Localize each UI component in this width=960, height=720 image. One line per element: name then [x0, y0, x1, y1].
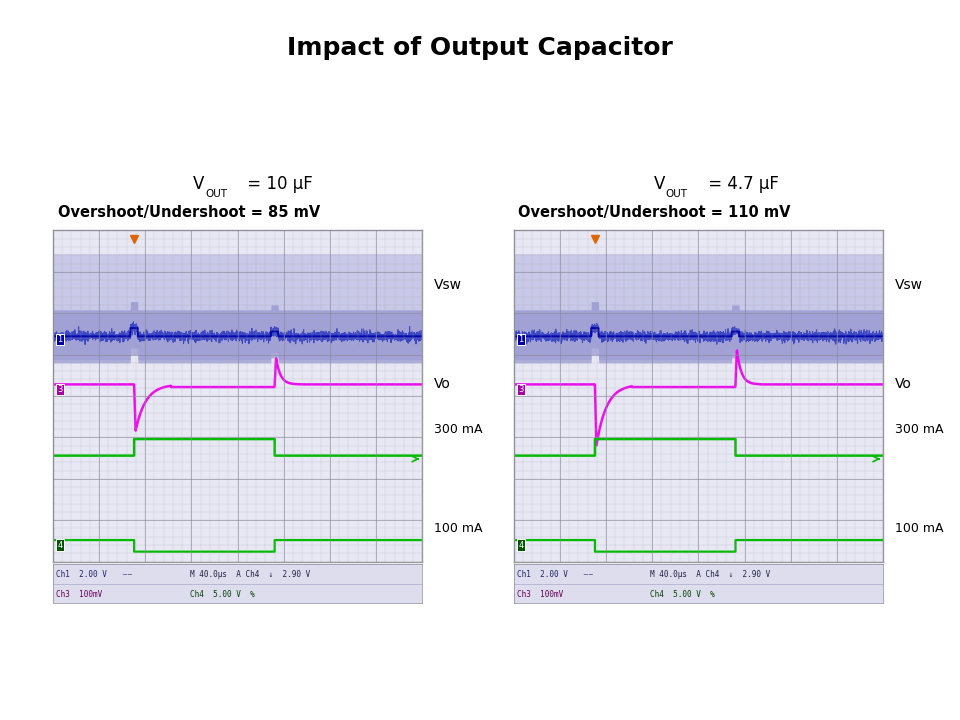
Text: 300 mA: 300 mA	[434, 423, 483, 436]
Text: Ch1  2.00 V: Ch1 2.00 V	[57, 570, 108, 580]
Text: ~~: ~~	[121, 572, 132, 578]
Text: 3: 3	[518, 385, 523, 394]
Text: OUT: OUT	[666, 189, 687, 199]
Text: = 4.7 μF: = 4.7 μF	[703, 174, 780, 192]
Text: Overshoot/Undershoot = 85 mV: Overshoot/Undershoot = 85 mV	[58, 205, 320, 220]
Text: Vsw: Vsw	[895, 278, 923, 292]
Text: 4: 4	[58, 541, 62, 549]
Text: 300 mA: 300 mA	[895, 423, 944, 436]
Text: M 40.0μs  A Ch4  ↓  2.90 V: M 40.0μs A Ch4 ↓ 2.90 V	[650, 570, 771, 580]
Text: Vo: Vo	[434, 377, 451, 392]
Text: Ch4  5.00 V  %: Ch4 5.00 V %	[650, 590, 715, 599]
Text: M 40.0μs  A Ch4  ↓  2.90 V: M 40.0μs A Ch4 ↓ 2.90 V	[189, 570, 310, 580]
Text: Ch4  5.00 V  %: Ch4 5.00 V %	[189, 590, 254, 599]
Text: 1: 1	[58, 336, 62, 344]
Text: Ch3  100mV: Ch3 100mV	[517, 590, 564, 599]
Text: OUT: OUT	[205, 189, 227, 199]
Text: Ch3  100mV: Ch3 100mV	[57, 590, 103, 599]
Text: 100 mA: 100 mA	[434, 522, 483, 535]
Text: V: V	[654, 174, 664, 192]
Text: 100 mA: 100 mA	[895, 522, 944, 535]
Text: = 10 μF: = 10 μF	[242, 174, 313, 192]
Text: 3: 3	[58, 385, 62, 394]
Text: Ch1  2.00 V: Ch1 2.00 V	[517, 570, 568, 580]
Text: 4: 4	[518, 541, 523, 549]
Text: V: V	[193, 174, 204, 192]
Text: ~~: ~~	[582, 572, 593, 578]
Text: Impact of Output Capacitor: Impact of Output Capacitor	[287, 36, 673, 60]
Text: Overshoot/Undershoot = 110 mV: Overshoot/Undershoot = 110 mV	[518, 205, 791, 220]
Text: Vsw: Vsw	[434, 278, 462, 292]
Text: Vo: Vo	[895, 377, 912, 392]
Text: 1: 1	[518, 336, 523, 344]
